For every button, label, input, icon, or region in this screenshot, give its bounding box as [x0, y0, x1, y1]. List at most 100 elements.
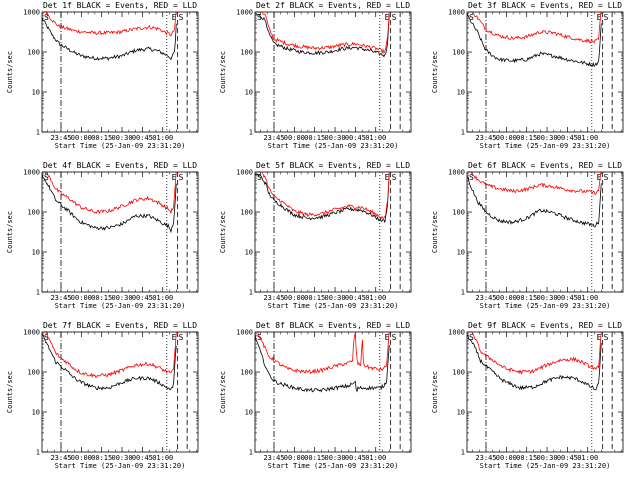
y-tick-label: 1000	[23, 9, 40, 17]
y-tick-label: 1	[461, 289, 465, 297]
x-tick-label: 00:00	[71, 454, 92, 462]
plot-frame	[466, 11, 624, 133]
x-tick-label: 00:45	[132, 454, 153, 462]
y-tick-label: 1000	[448, 9, 465, 17]
y-tick-label: 1	[36, 289, 40, 297]
y-tick-label: 100	[452, 49, 465, 57]
lld-series-line	[469, 12, 602, 44]
marker-s-left: S	[469, 13, 474, 22]
x-tick-label: 00:45	[557, 294, 578, 302]
marker-e: E	[597, 173, 602, 182]
x-tick-label: 00:45	[345, 294, 366, 302]
y-tick-label: 1	[461, 129, 465, 137]
y-axis-label: Counts/sec	[431, 211, 439, 253]
x-tick-label: 01:00	[365, 294, 386, 302]
y-tick-label: 1	[249, 129, 253, 137]
y-tick-label: 10	[245, 89, 253, 97]
x-tick-label: 23:45	[475, 134, 496, 142]
marker-e: E	[172, 173, 177, 182]
plot-frame	[41, 171, 199, 293]
x-axis-label: Start Time (25-Jan-09 23:31:20)	[480, 142, 611, 150]
panel-2: Det 2f BLACK = Events, RED = LLD 1 10 100 10…	[219, 1, 412, 150]
x-tick-label: 00:45	[557, 134, 578, 142]
x-tick-label: 00:30	[111, 454, 132, 462]
panel-7: Det 7f BLACK = Events, RED = LLD 1 10 100 10…	[6, 321, 199, 470]
x-tick-label: 00:00	[496, 134, 517, 142]
x-axis-label: Start Time (25-Jan-09 23:31:20)	[480, 462, 611, 470]
marker-e: E	[597, 333, 602, 342]
y-tick-label: 1	[249, 289, 253, 297]
y-axis-label: Counts/sec	[6, 371, 14, 413]
x-tick-label: 00:15	[91, 294, 112, 302]
y-axis-label: Counts/sec	[6, 51, 14, 93]
y-tick-label: 1000	[23, 329, 40, 337]
y-tick-label: 100	[240, 369, 253, 377]
marker-s-left: S	[469, 333, 474, 342]
y-tick-label: 1000	[236, 9, 253, 17]
panel-9: Det 9f BLACK = Events, RED = LLD 1 10 100 10…	[431, 321, 624, 470]
y-axis-label: Counts/sec	[431, 371, 439, 413]
panel-title: Det 6f BLACK = Events, RED = LLD	[468, 161, 622, 170]
marker-e: E	[385, 173, 390, 182]
x-tick-label: 23:45	[50, 134, 71, 142]
lld-series-line	[261, 172, 390, 220]
y-tick-label: 1000	[448, 169, 465, 177]
plot-frame	[466, 171, 624, 293]
marker-s-left: S	[44, 13, 49, 22]
x-tick-label: 23:45	[475, 454, 496, 462]
x-tick-label: 00:00	[71, 134, 92, 142]
marker-s-left: S	[257, 173, 262, 182]
x-tick-label: 00:00	[284, 134, 305, 142]
marker-s-left: S	[257, 13, 262, 22]
y-tick-label: 1000	[236, 329, 253, 337]
y-axis-label: Counts/sec	[219, 51, 227, 93]
x-tick-label: 01:00	[152, 454, 173, 462]
events-series-line	[42, 173, 177, 234]
panel-1: Det 1f BLACK = Events, RED = LLD 1 10 100 10…	[6, 1, 199, 150]
marker-s-right: S	[604, 333, 609, 342]
y-axis-label: Counts/sec	[219, 371, 227, 413]
x-tick-label: 00:00	[496, 294, 517, 302]
x-tick-label: 00:15	[304, 134, 325, 142]
plot-frame	[41, 331, 199, 453]
x-tick-label: 23:45	[50, 454, 71, 462]
x-tick-label: 01:00	[152, 134, 173, 142]
plot-frame	[254, 171, 412, 293]
y-tick-label: 1	[461, 449, 465, 457]
x-tick-label: 00:30	[324, 454, 345, 462]
events-series-line	[42, 334, 177, 391]
y-axis-label: Counts/sec	[219, 211, 227, 253]
x-tick-label: 23:45	[263, 134, 284, 142]
panel-5: Det 5f BLACK = Events, RED = LLD 1 10 100 10…	[219, 161, 412, 310]
marker-e: E	[597, 13, 602, 22]
events-series-line	[255, 173, 390, 223]
events-series-line	[255, 334, 390, 393]
events-series-line	[467, 176, 602, 228]
x-tick-label: 23:45	[263, 294, 284, 302]
x-axis-label: Start Time (25-Jan-09 23:31:20)	[55, 462, 186, 470]
panel-8: Det 8f BLACK = Events, RED = LLD 1 10 100 10…	[219, 321, 412, 470]
y-tick-label: 10	[245, 249, 253, 257]
marker-s-right: S	[604, 173, 609, 182]
panel-6: Det 6f BLACK = Events, RED = LLD 1 10 100 10…	[431, 161, 624, 310]
marker-e: E	[385, 333, 390, 342]
marker-s-right: S	[392, 333, 397, 342]
x-tick-label: 00:15	[91, 134, 112, 142]
x-tick-label: 00:45	[132, 294, 153, 302]
plot-frame	[41, 11, 199, 133]
x-tick-label: 00:15	[516, 294, 537, 302]
marker-s-right: S	[179, 13, 184, 22]
panel-title: Det 3f BLACK = Events, RED = LLD	[468, 1, 622, 10]
panel-title: Det 1f BLACK = Events, RED = LLD	[43, 1, 197, 10]
plot-frame	[466, 331, 624, 453]
events-series-line	[42, 17, 177, 61]
x-tick-label: 00:30	[536, 294, 557, 302]
events-series-line	[255, 13, 390, 58]
marker-e: E	[172, 13, 177, 22]
marker-s-right: S	[392, 173, 397, 182]
y-tick-label: 100	[27, 209, 40, 217]
marker-s-left: S	[469, 173, 474, 182]
y-tick-label: 1	[249, 449, 253, 457]
lld-series-line	[44, 332, 177, 379]
